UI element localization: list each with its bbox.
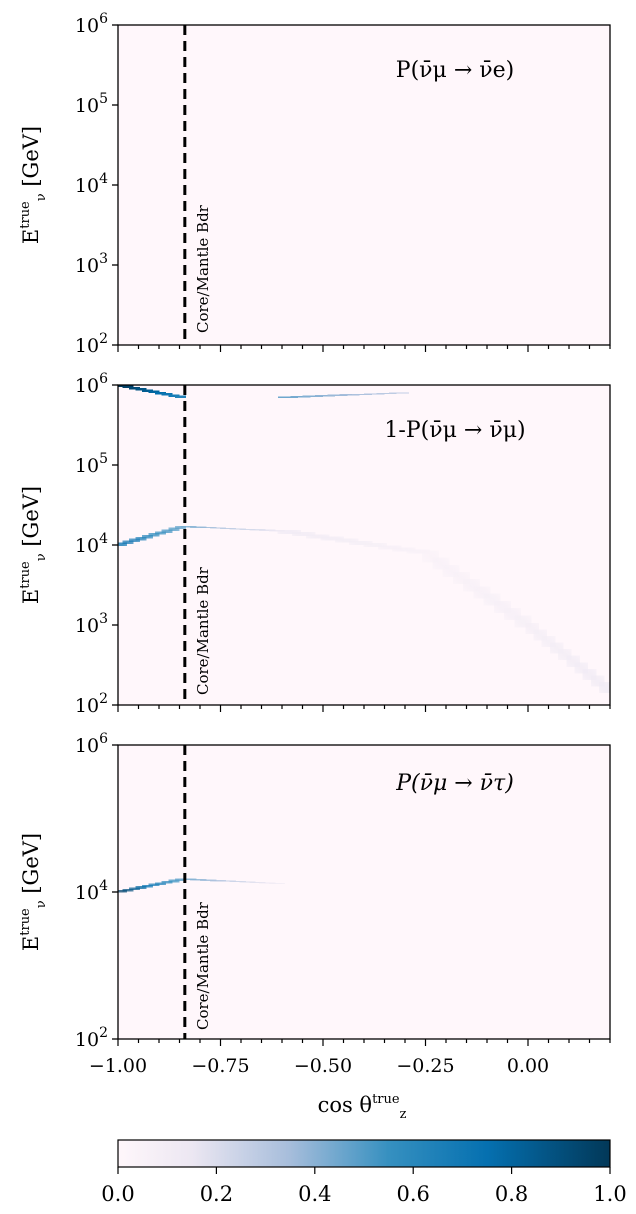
colorbar: 0.0 0.2 0.4 0.6 0.8 1.0 (101, 1139, 627, 1206)
colorbar-tick-label: 1.0 (593, 1182, 626, 1206)
y-ticks-top: 102 103 104 105 106 (75, 11, 118, 357)
panel-bottom: Core/Mantle Bdr P(ν̄μ → ν̄τ) 102 104 106 −… (18, 731, 611, 1122)
y-tick-label: 105 (75, 451, 108, 477)
heatmap-bottom (118, 745, 610, 1039)
y-tick-label: 106 (75, 731, 108, 757)
core-mantle-boundary-label: Core/Mantle Bdr (194, 901, 212, 1030)
heatmap-feature-resonance (593, 676, 610, 699)
y-tick-label: 104 (75, 171, 108, 197)
x-tick-label: −1.00 (89, 1055, 147, 1077)
colorbar-tick-label: 0.6 (396, 1182, 429, 1206)
x-ticks-top (117, 345, 611, 352)
x-tick-label: 0.00 (507, 1055, 549, 1077)
panel-title-middle: 1-P(ν̄μ → ν̄μ) (384, 418, 525, 443)
colorbar-ticks: 0.0 0.2 0.4 0.6 0.8 1.0 (101, 1167, 627, 1206)
panel-title-top: P(ν̄μ → ν̄e) (396, 58, 514, 83)
panel-top: Core/Mantle Bdr P(ν̄μ → ν̄e) 10210310410… (18, 11, 611, 357)
core-mantle-boundary-label: Core/Mantle Bdr (194, 566, 212, 695)
y-tick-label: 102 (75, 331, 108, 357)
x-tick-label: −0.75 (191, 1055, 249, 1077)
y-ticks-bottom: 102 104 106 (75, 731, 118, 1051)
y-tick-label: 104 (75, 531, 108, 557)
y-tick-label: 102 (75, 691, 108, 717)
panel-title-bottom: P(ν̄μ → ν̄τ) (395, 771, 514, 796)
x-tick-label: −0.50 (294, 1055, 352, 1077)
core-mantle-boundary-label: Core/Mantle Bdr (194, 204, 212, 333)
panel-middle: Core/Mantle Bdr 1-P(ν̄μ → ν̄μ) 102 103 104… (18, 371, 611, 717)
x-ticks-middle (117, 705, 611, 712)
colorbar-tick-label: 0.4 (298, 1182, 331, 1206)
colorbar-tick-label: 0.2 (200, 1182, 233, 1206)
y-ticks-middle: 102 103 104 105 106 (75, 371, 118, 717)
colorbar-tick-label: 0.0 (101, 1182, 134, 1206)
colorbar-gradient (117, 1139, 611, 1168)
y-tick-label: 106 (75, 371, 108, 397)
heatmap-top (118, 25, 610, 345)
y-axis-label-top: Etrueν [GeV] (18, 126, 49, 244)
x-ticks-bottom: −1.00 −0.75 −0.50 −0.25 0.00 (89, 1039, 611, 1077)
x-axis-label: cos θtruez (318, 1092, 407, 1122)
colorbar-tick-label: 0.8 (495, 1182, 528, 1206)
y-tick-label: 102 (75, 1025, 108, 1051)
y-tick-label: 103 (75, 251, 108, 277)
y-tick-label: 104 (75, 878, 108, 904)
y-axis-label-middle: Etrueν [GeV] (18, 486, 49, 604)
x-tick-label: −0.25 (396, 1055, 454, 1077)
y-tick-label: 105 (75, 91, 108, 117)
y-tick-label: 106 (75, 11, 108, 37)
y-axis-label-bottom: Etrueν [GeV] (18, 833, 49, 951)
y-tick-label: 103 (75, 611, 108, 637)
